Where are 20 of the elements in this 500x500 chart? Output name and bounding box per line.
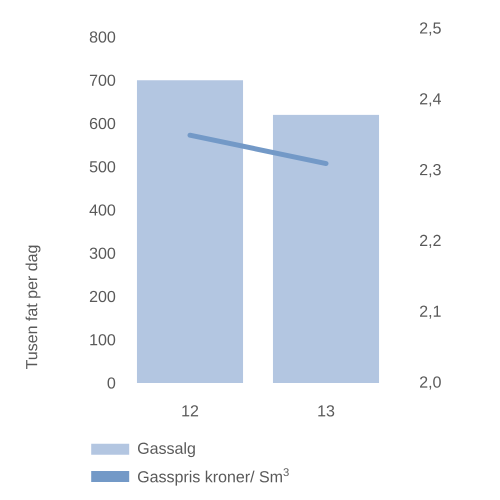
y2-tick-label: 2,2 [420,234,441,248]
y-tick-label: 600 [90,118,116,130]
legend-label: Gassalg [138,442,195,458]
y2-tick-label: 2,5 [420,22,441,36]
y-tick-label: 500 [90,161,116,172]
x-tick-label: 12 [182,405,198,416]
y-tick-label: 100 [90,334,116,346]
y-tick-label: 200 [90,290,116,302]
legend-label: Gasspris kroner/ Sm$^{3}$ [138,468,289,486]
y2-tick-label: 2,1 [420,306,441,319]
y-tick-label: 800 [90,31,116,43]
y-tick-label: 300 [90,248,116,259]
y-tick-label: 0 [108,377,116,389]
y2-tick-label: 2,0 [420,376,441,390]
x-tick-label: 13 [318,405,334,417]
y-tick-label: 400 [89,204,116,216]
y-tick-label: 700 [90,74,116,86]
y2-tick-label: 2,3 [420,164,441,178]
y2-tick-label: 2,4 [420,93,441,106]
y-axis-title: Tusen fat per dag [26,246,40,370]
